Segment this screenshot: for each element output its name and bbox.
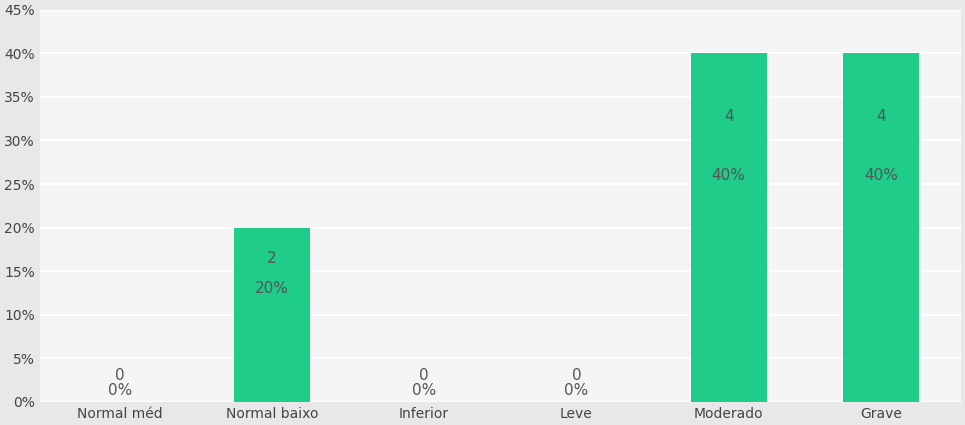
Text: 40%: 40% <box>712 168 746 183</box>
Text: 0: 0 <box>420 368 429 383</box>
Text: 0%: 0% <box>565 382 589 398</box>
Text: 4: 4 <box>876 108 886 124</box>
Text: 0: 0 <box>115 368 124 383</box>
Bar <box>842 53 919 402</box>
Text: 40%: 40% <box>864 168 897 183</box>
Text: 4: 4 <box>724 108 733 124</box>
Text: 0: 0 <box>571 368 581 383</box>
Text: 0%: 0% <box>107 382 132 398</box>
Text: 0%: 0% <box>412 382 436 398</box>
Text: 20%: 20% <box>255 281 289 296</box>
Text: 2: 2 <box>267 252 277 266</box>
Bar <box>691 53 767 402</box>
Bar <box>234 228 310 402</box>
